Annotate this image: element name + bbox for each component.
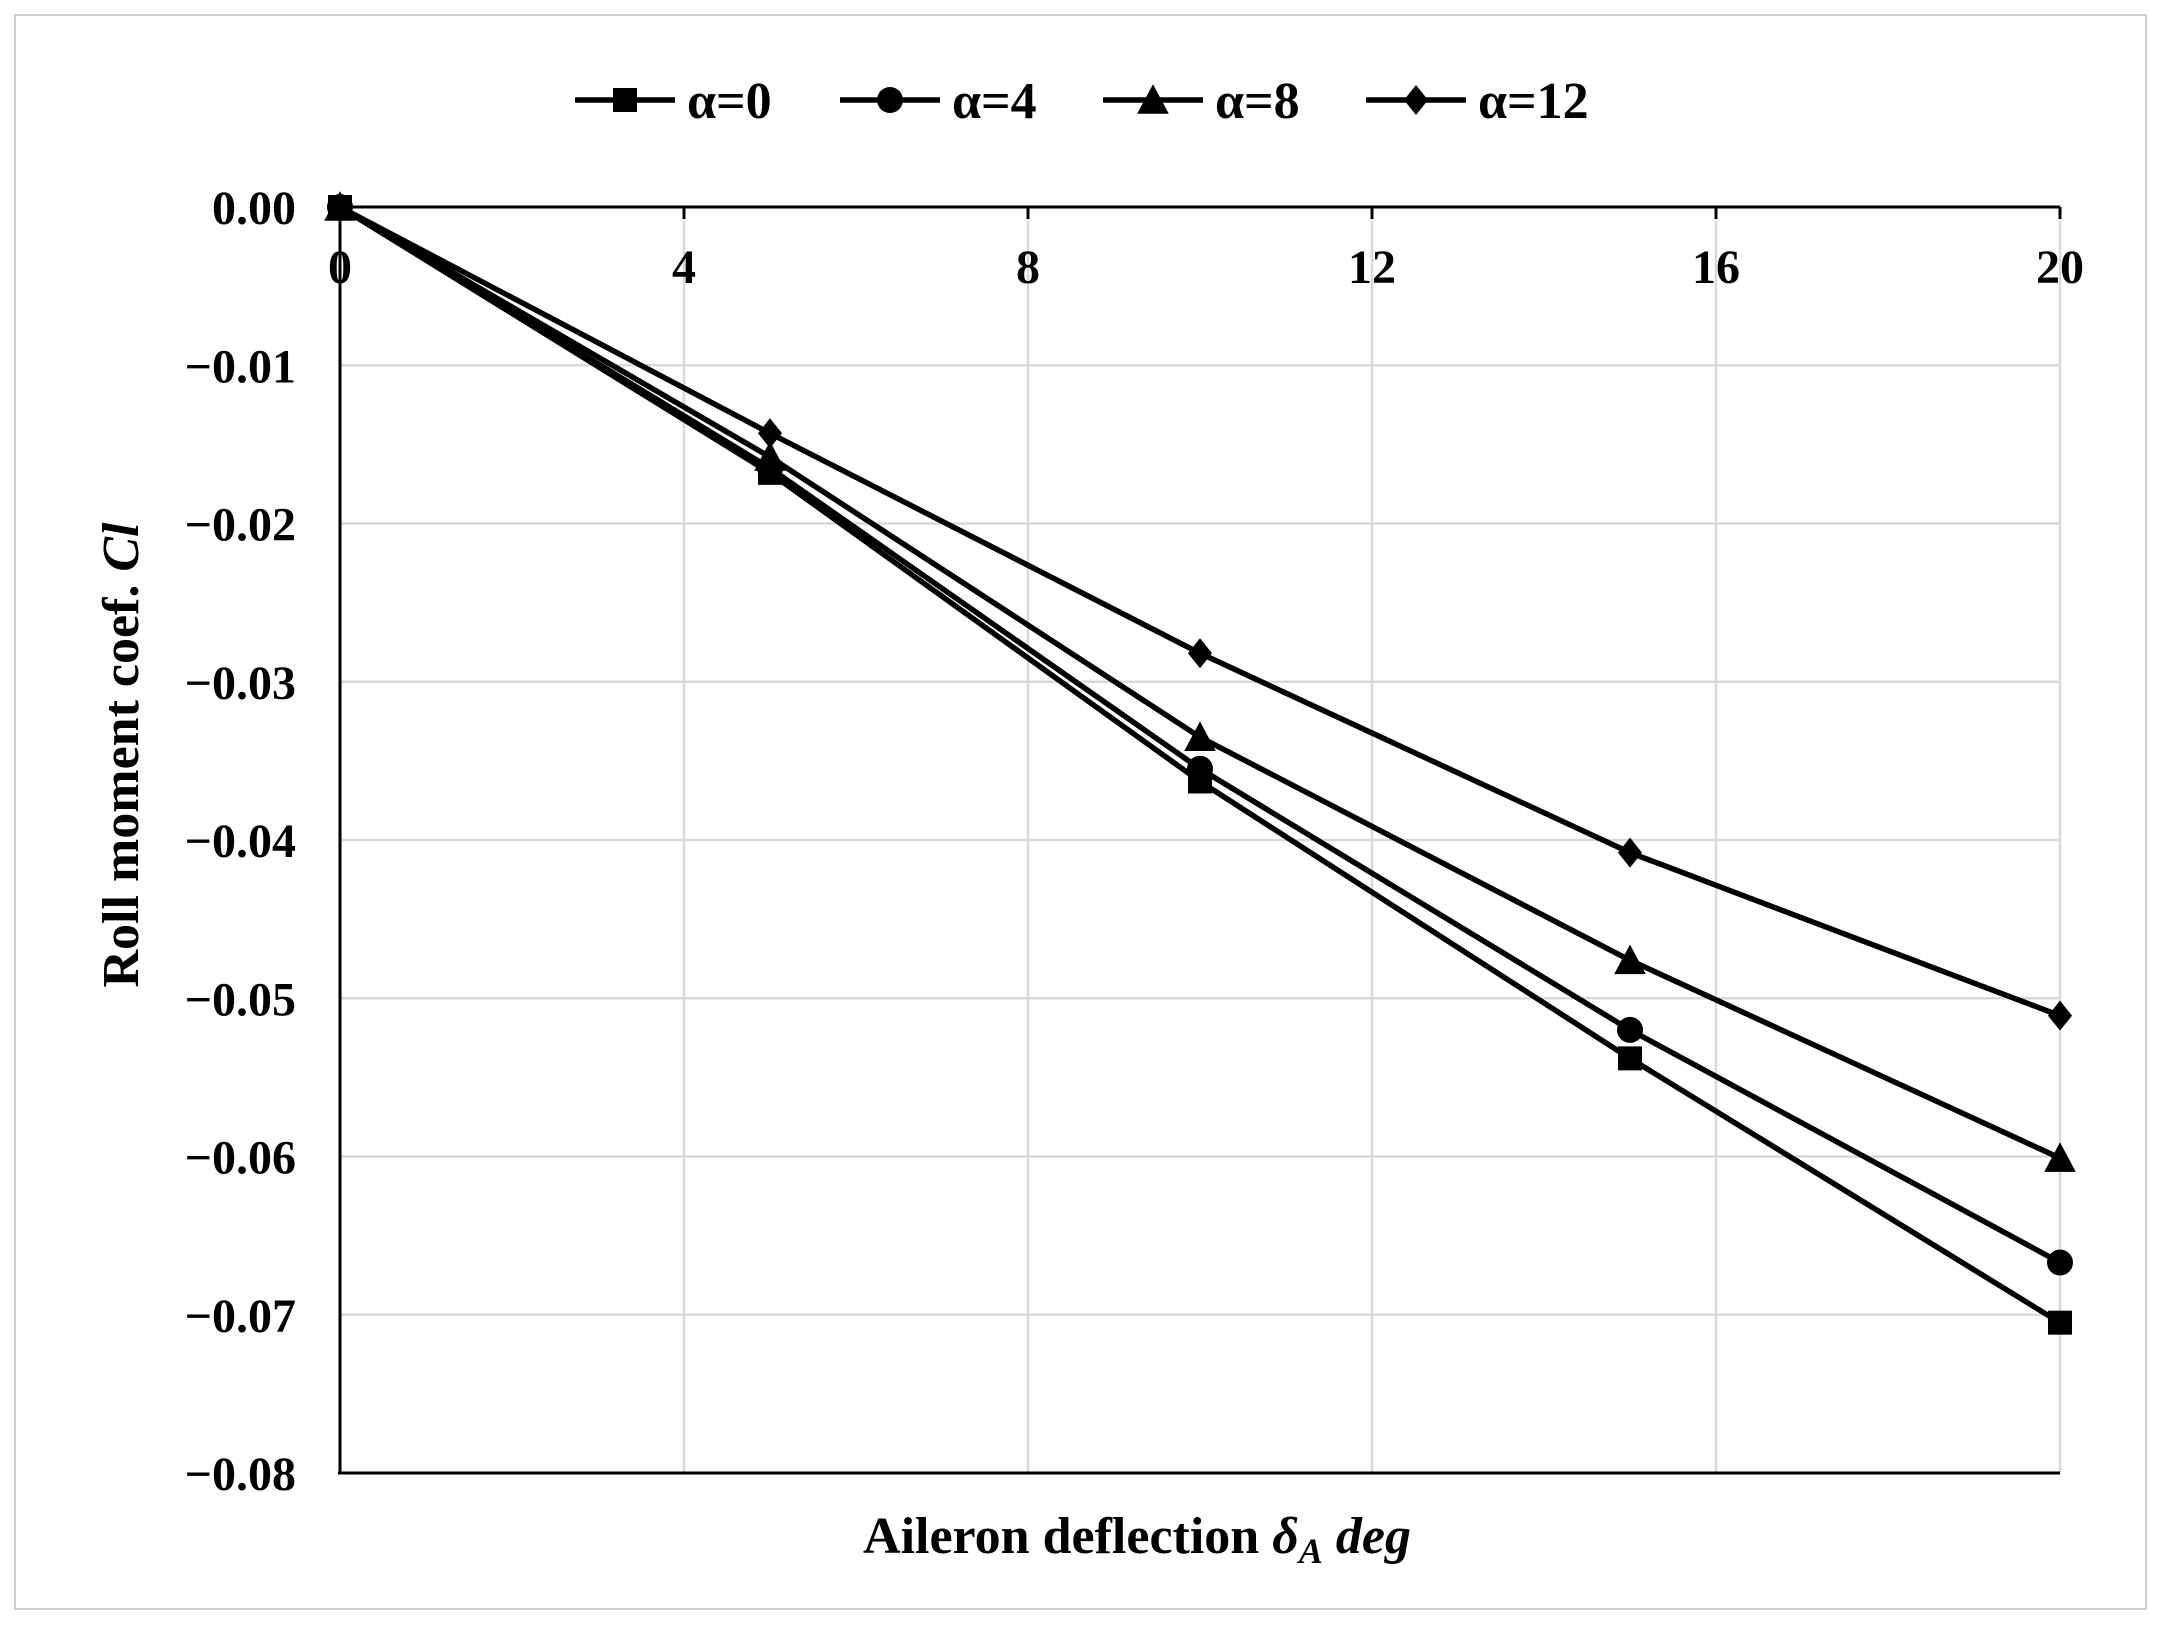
y-axis-title: Roll moment coef. Cl <box>93 522 150 988</box>
y-tick-label: 0.00 <box>212 182 296 235</box>
tick-labels: 0 4 8 12 16 20 0.00 −0.01 −0.02 −0.03 −0.04 −0.05 −0… <box>185 182 2084 1501</box>
marker-triangle <box>2044 1142 2076 1172</box>
x-tick-label: 16 <box>1692 241 1740 294</box>
series-line <box>338 204 2061 1019</box>
marker-circle <box>1617 1016 1643 1043</box>
marker-circle <box>2047 1249 2073 1276</box>
marker-square <box>2048 1310 2072 1335</box>
legend-item: α=8 <box>1103 73 1300 130</box>
x-tick-label: 8 <box>1016 241 1040 294</box>
marker-square <box>1618 1046 1642 1071</box>
marker-diamond <box>328 192 352 222</box>
marker-triangle <box>1184 721 1216 751</box>
marker-circle <box>877 87 903 113</box>
chart-frame <box>14 14 2147 1610</box>
axes <box>338 205 2062 1475</box>
marker-diamond <box>1188 638 1212 669</box>
marker-triangle <box>1137 84 1169 114</box>
marker-triangle <box>1614 944 1646 975</box>
x-tick-label: 4 <box>672 241 696 294</box>
marker-diamond <box>758 418 782 449</box>
legend-label: α=0 <box>687 73 772 130</box>
marker-diamond <box>1404 85 1428 115</box>
y-tick-label: −0.06 <box>185 1132 296 1185</box>
grid-lines <box>340 205 2062 1473</box>
x-axis-title: Aileron deflection δA deg <box>863 1508 1411 1571</box>
legend-label: α=12 <box>1478 73 1589 130</box>
y-tick-label: −0.08 <box>185 1448 296 1501</box>
x-tick-label: 12 <box>1348 241 1396 294</box>
legend-item: α=4 <box>840 73 1037 130</box>
marker-circle <box>1187 755 1213 782</box>
y-tick-label: −0.07 <box>185 1290 296 1343</box>
series-diamond <box>328 192 2072 1031</box>
legend-item: α=12 <box>1366 73 1589 130</box>
y-tick-label: −0.05 <box>185 973 296 1026</box>
marker-diamond <box>1618 837 1642 868</box>
x-tick-label: 0 <box>328 241 352 294</box>
legend-label: α=8 <box>1215 73 1300 130</box>
marker-triangle <box>754 441 786 471</box>
marker-diamond <box>2048 1000 2072 1031</box>
y-tick-label: −0.04 <box>185 815 296 868</box>
y-tick-label: −0.03 <box>185 657 296 710</box>
y-tick-label: −0.02 <box>185 499 296 552</box>
legend: α=0 α=4 α=8 α=12 <box>575 73 1589 130</box>
data-series <box>324 191 2076 1335</box>
legend-label: α=4 <box>952 73 1037 130</box>
marker-square <box>613 88 637 112</box>
x-tick-label: 20 <box>2036 241 2084 294</box>
y-tick-label: −0.01 <box>185 340 296 393</box>
legend-item: α=0 <box>575 73 772 130</box>
